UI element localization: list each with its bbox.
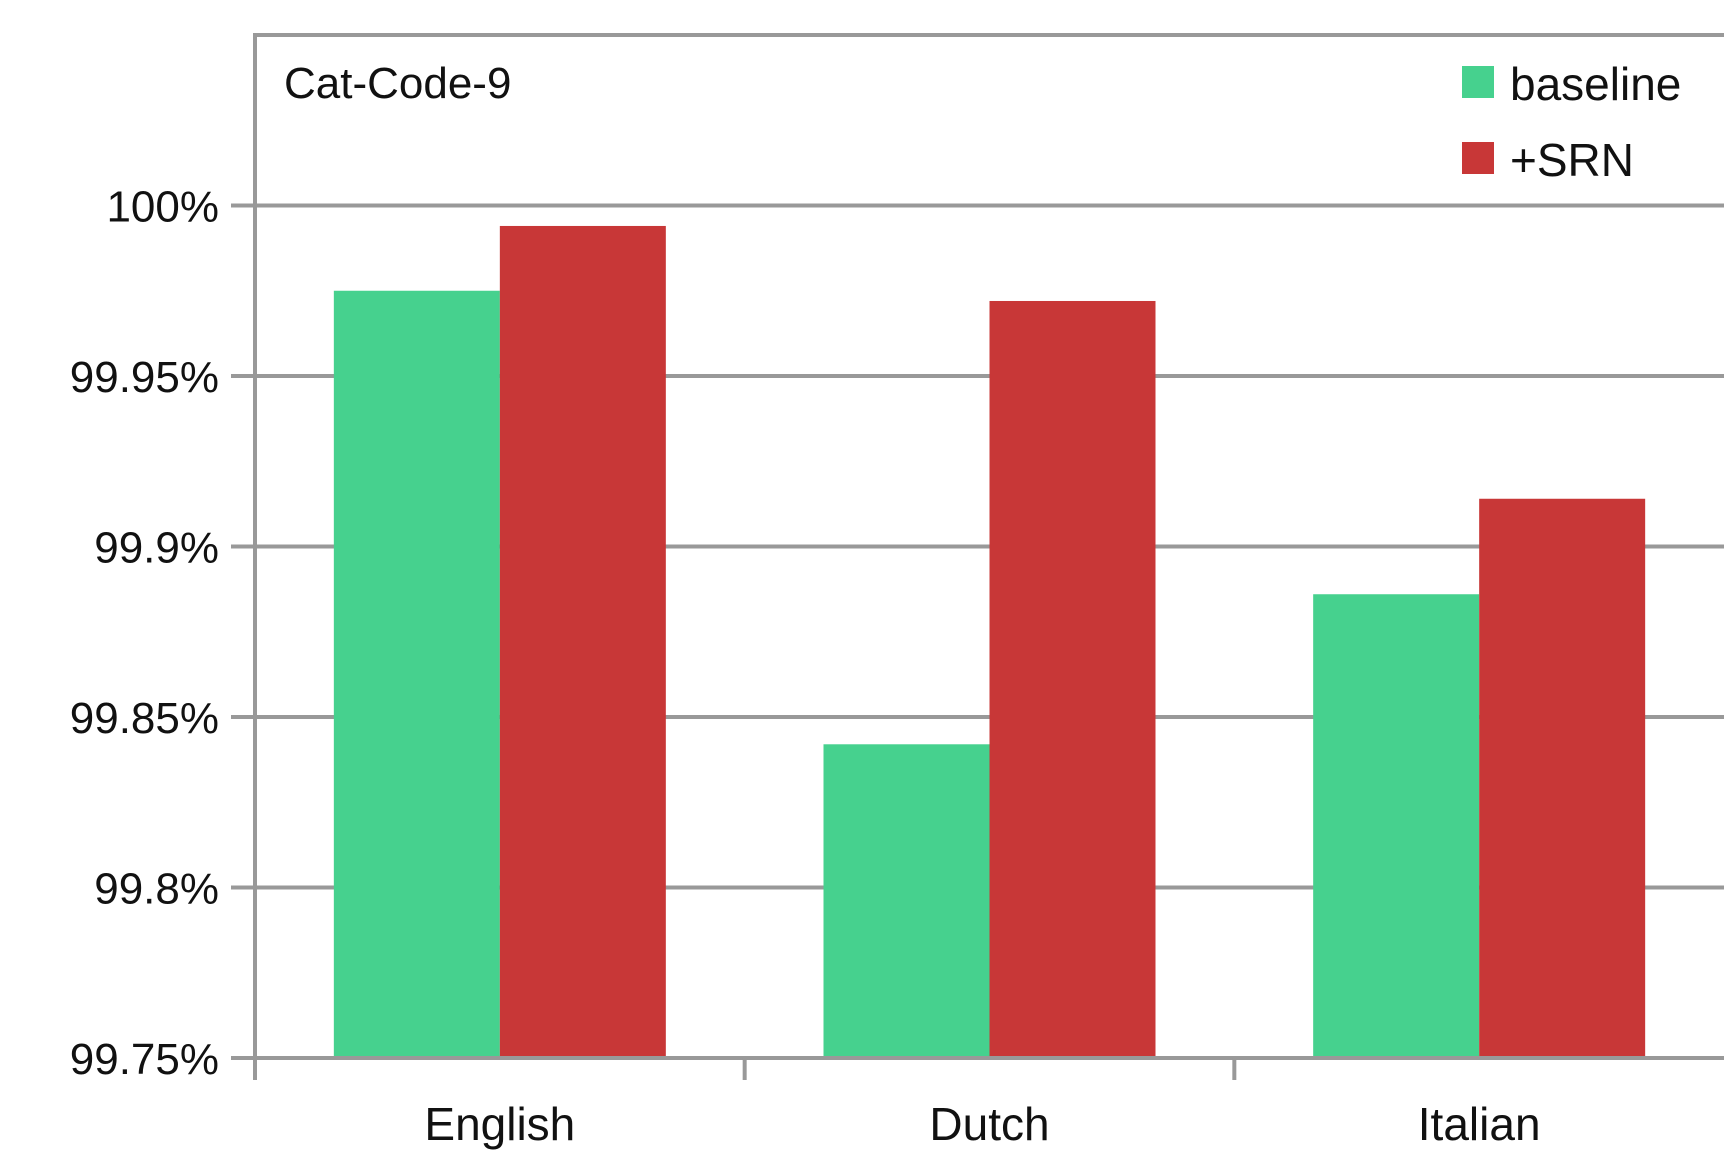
legend-label: +SRN <box>1510 134 1634 186</box>
y-tick-label: 100% <box>106 183 219 232</box>
legend: baseline +SRN <box>1462 58 1681 186</box>
x-category-label: Italian <box>1418 1098 1541 1150</box>
bar-srn-italian <box>1479 498 1646 1058</box>
y-tick-label: 99.95% <box>70 353 219 402</box>
bar-srn-english <box>499 225 666 1058</box>
y-tick-label: 99.75% <box>70 1035 219 1084</box>
legend-label: baseline <box>1510 58 1681 110</box>
y-tick-label: 99.9% <box>94 524 219 573</box>
y-tick-label: 99.8% <box>94 865 219 914</box>
y-tick-label: 99.85% <box>70 694 219 743</box>
chart-title: Cat-Code-9 <box>284 59 511 108</box>
bar-srn-dutch <box>989 300 1156 1059</box>
bar-baseline-dutch <box>823 744 990 1058</box>
x-category-label: Dutch <box>929 1098 1049 1150</box>
tick-labels: 99.75% 99.8% 99.85% 99.9% 99.95% 100% English D… <box>70 183 1541 1151</box>
legend-swatch <box>1462 66 1494 98</box>
bar-baseline-italian <box>1313 594 1480 1058</box>
legend-swatch <box>1462 142 1494 174</box>
bar-baseline-english <box>333 290 500 1058</box>
x-category-label: English <box>424 1098 575 1150</box>
axes <box>231 33 1724 1080</box>
bars <box>333 225 1646 1059</box>
